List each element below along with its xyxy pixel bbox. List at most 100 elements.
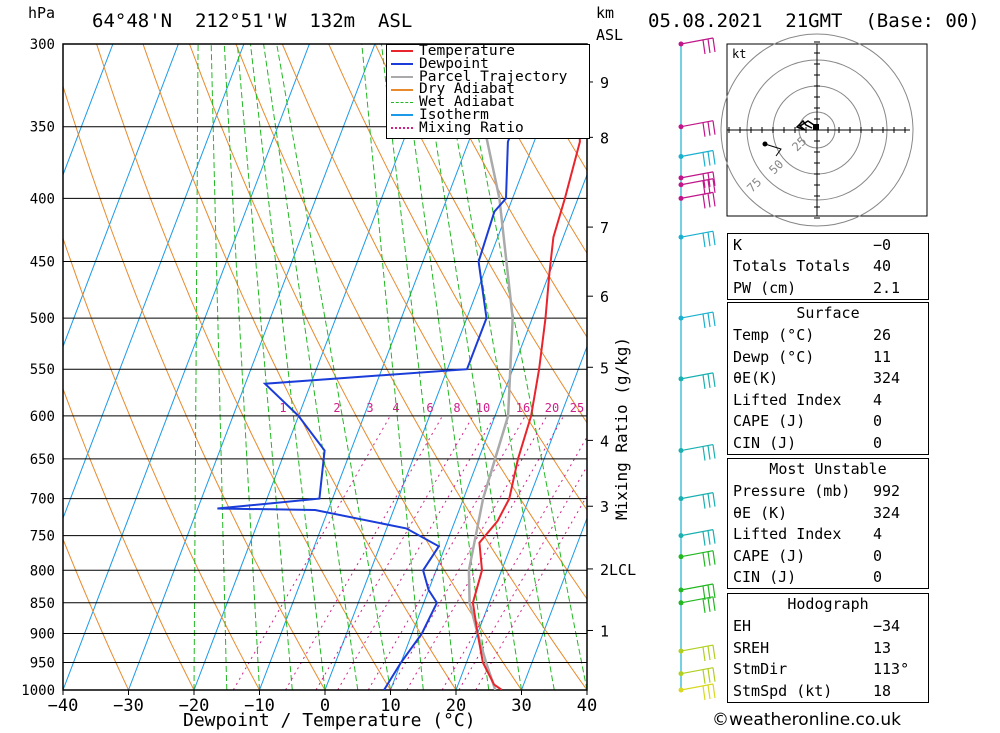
index-key: EH [733, 617, 752, 636]
pressure-tick-label: 1000 [21, 683, 55, 699]
wind-barb-shaft [680, 529, 714, 537]
mixing-ratio-line [389, 415, 548, 690]
hodograph-trace [795, 119, 818, 131]
hodograph-origin-marker [813, 124, 819, 130]
index-value: 4 [873, 525, 883, 544]
x-tick-label: −30 [113, 696, 144, 716]
wind-barb-feather [707, 668, 711, 683]
datetime-title: 05.08.2021 21GMT (Base: 00) [648, 10, 980, 32]
km-label: km [596, 4, 615, 22]
wind-barb-shaft [680, 492, 714, 500]
wind-barb-feather [707, 172, 711, 187]
wind-barb-feather [707, 373, 711, 388]
wind-barb-feather [712, 550, 716, 565]
most-unstable-panel: Most Unstable Pressure (mb) 992 θE (K) 324 Li… [727, 458, 929, 589]
wind-barb-shaft [680, 149, 714, 158]
pressure-tick-label: 950 [30, 655, 55, 671]
index-row: CAPE (J) 0 [728, 545, 928, 567]
legend-swatch [391, 102, 413, 104]
km-tick-label: 3 [600, 498, 609, 516]
pressure-tick-label: 550 [30, 362, 55, 378]
mixing-ratio-line [458, 465, 587, 690]
wind-barb-feather [702, 173, 706, 188]
km-tick-label: 4 [600, 432, 609, 450]
wind-barb-shaft [680, 583, 714, 591]
wet-adiabat-line [400, 44, 490, 690]
indices-panel: K −0 Totals Totals 40 PW (cm) 2.1 [727, 233, 929, 300]
legend-swatch [391, 63, 413, 66]
wind-barb-feather [712, 120, 716, 135]
legend-item: Mixing Ratio [387, 121, 589, 135]
temperature-line [471, 44, 586, 690]
wind-barb-feather [707, 530, 711, 545]
isotherm-line [390, 173, 587, 690]
isotherm-line [63, 44, 179, 348]
dry-adiabat-line [96, 44, 391, 690]
isotherm-line [259, 44, 507, 690]
index-value: 26 [873, 326, 892, 345]
index-value: 992 [873, 482, 901, 501]
pressure-tick-label: 350 [30, 120, 55, 136]
wind-barb-feather [702, 194, 706, 209]
isotherm-line [63, 44, 245, 520]
legend-item: Dewpoint [387, 57, 589, 71]
wet-adiabat-line [193, 44, 199, 690]
km-tick-label: 2LCL [600, 561, 636, 579]
wind-barb-feather [707, 179, 711, 194]
wind-barb-feather [712, 312, 716, 327]
index-value: −34 [873, 617, 901, 636]
km-tick-label: 5 [600, 359, 609, 377]
index-key: Lifted Index [733, 525, 842, 544]
index-value: 0 [873, 433, 883, 452]
wind-barb-feather [707, 645, 711, 661]
pressure-tick-label: 700 [30, 492, 55, 508]
wind-barb-shaft [680, 683, 714, 691]
pressure-tick-label: 750 [30, 529, 55, 545]
wind-barb-feather [712, 583, 716, 599]
legend-item: Temperature [387, 44, 589, 58]
isotherm-line [324, 44, 572, 690]
legend-swatch [391, 88, 413, 91]
wind-barb-feather [702, 585, 706, 601]
mixing-ratio-label: 20 [545, 401, 559, 415]
index-key: Pressure (mb) [733, 482, 851, 501]
pressure-tick-label: 850 [30, 596, 55, 612]
index-row: Pressure (mb) 992 [728, 481, 928, 503]
km-tick-label: 6 [600, 288, 609, 306]
legend-swatch [391, 114, 413, 117]
panel-title: Most Unstable [769, 460, 887, 478]
wind-barb-feather [712, 178, 716, 193]
wind-barb-feather [712, 150, 716, 165]
wind-barb-feather [702, 180, 706, 195]
wind-barb-feather [707, 121, 711, 136]
index-key: CIN (J) [733, 568, 797, 587]
wind-barb-feather [712, 372, 716, 387]
legend-swatch [391, 50, 413, 53]
wind-barb-feather [702, 646, 706, 662]
index-key: CAPE (J) [733, 546, 806, 565]
wind-barb-feather [707, 597, 711, 612]
x-tick-label: −40 [48, 696, 79, 716]
wind-barb-feather [702, 494, 706, 509]
index-key: StmDir [733, 660, 788, 679]
wet-adiabat-line [361, 44, 424, 690]
index-row: EH −34 [728, 616, 928, 638]
wet-adiabat-line [210, 44, 228, 690]
pressure-tick-label: 650 [30, 452, 55, 468]
index-value: 324 [873, 369, 901, 388]
mixing-ratio-line [315, 415, 474, 690]
index-value: 13 [873, 638, 892, 657]
panel-title: Hodograph [787, 595, 869, 613]
wind-barb-feather [702, 122, 706, 137]
index-row: Dewp (°C) 11 [728, 346, 928, 368]
index-row: K −0 [728, 234, 928, 256]
x-tick-label: −20 [179, 696, 210, 716]
wind-barb-shaft [680, 443, 714, 452]
wind-barb-feather [707, 445, 711, 460]
dry-adiabat-line [63, 84, 326, 690]
index-key: Dewp (°C) [733, 347, 815, 366]
wind-barb-feather [702, 233, 706, 248]
wind-barb-shaft [680, 230, 714, 238]
index-value: 2.1 [873, 278, 901, 297]
dry-adiabat-line [932, 44, 1000, 690]
